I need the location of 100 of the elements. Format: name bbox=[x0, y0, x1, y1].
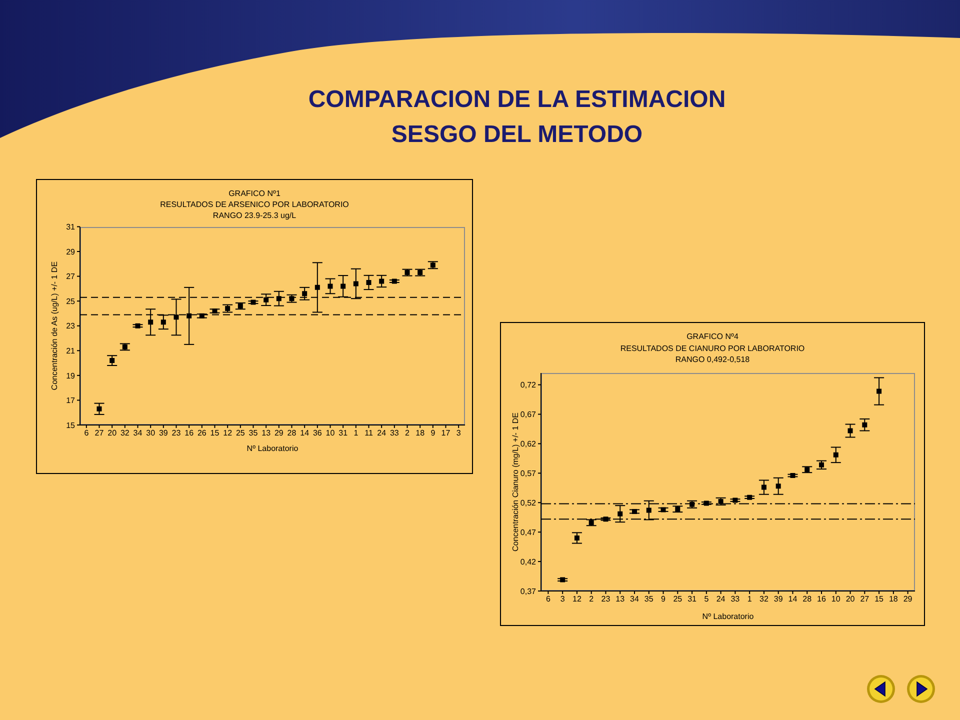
x-tick-label: 17 bbox=[441, 428, 451, 438]
point bbox=[302, 291, 308, 296]
y-tick-label: 21 bbox=[66, 346, 76, 356]
x-tick-label: 16 bbox=[817, 594, 826, 604]
x-tick-label: 33 bbox=[390, 428, 400, 438]
x-tick-label: 27 bbox=[94, 428, 104, 438]
x-tick-label: 14 bbox=[300, 428, 310, 438]
x-tick-label: 29 bbox=[903, 594, 913, 604]
x-tick-label: 18 bbox=[416, 428, 426, 438]
x-tick-label: 25 bbox=[673, 594, 683, 604]
y-tick-label: 31 bbox=[66, 222, 76, 232]
x-tick-label: 6 bbox=[84, 428, 90, 438]
point bbox=[353, 281, 358, 286]
point bbox=[186, 313, 192, 318]
x-tick-label: 39 bbox=[158, 428, 168, 438]
y-tick-label: 0,62 bbox=[520, 440, 537, 449]
x-tick-label: 32 bbox=[760, 594, 769, 604]
x-tick-label: 16 bbox=[184, 428, 194, 438]
x-tick-label: 14 bbox=[788, 594, 798, 604]
point bbox=[379, 278, 384, 284]
x-tick-label: 24 bbox=[377, 428, 387, 438]
x-tick-label: 25 bbox=[236, 428, 246, 438]
point bbox=[646, 508, 652, 513]
point bbox=[264, 297, 269, 302]
chart-title: GRAFICO Nº1 bbox=[228, 188, 280, 198]
x-tick-label: 31 bbox=[688, 594, 698, 604]
x-tick-label: 15 bbox=[874, 594, 884, 604]
point bbox=[148, 320, 154, 325]
x-tick-label: 2 bbox=[405, 428, 410, 438]
x-tick-label: 5 bbox=[704, 594, 710, 604]
y-tick-label: 0,67 bbox=[520, 410, 537, 420]
x-tick-label: 20 bbox=[846, 594, 856, 604]
point bbox=[574, 535, 580, 540]
x-tick-label: 23 bbox=[601, 594, 611, 604]
x-tick-label: 10 bbox=[326, 428, 336, 438]
y-tick-label: 17 bbox=[66, 396, 76, 406]
x-tick-label: 30 bbox=[146, 428, 156, 438]
x-tick-label: 12 bbox=[572, 594, 582, 604]
point bbox=[340, 284, 346, 289]
x-tick-label: 15 bbox=[210, 428, 220, 438]
y-tick-label: 0,57 bbox=[520, 469, 537, 478]
y-tick-label: 27 bbox=[66, 272, 76, 282]
y-tick-label: 0,42 bbox=[520, 557, 537, 566]
point bbox=[819, 462, 824, 468]
point bbox=[761, 484, 766, 490]
x-tick-label: 36 bbox=[312, 428, 322, 438]
x-tick-label: 23 bbox=[172, 428, 182, 438]
x-tick-label: 39 bbox=[774, 594, 784, 604]
x-tick-label: 3 bbox=[560, 594, 566, 604]
x-tick-label: 28 bbox=[802, 594, 812, 604]
y-tick-label: 25 bbox=[66, 296, 76, 306]
y-tick-label: 19 bbox=[66, 371, 76, 380]
x-tick-label: 24 bbox=[716, 594, 726, 604]
x-tick-label: 31 bbox=[338, 428, 348, 438]
chart-subtitle: RESULTADOS DE CIANURO POR LABORATORIO RANGO 0,492-0,518 bbox=[620, 344, 805, 364]
point bbox=[96, 406, 102, 412]
x-tick-label: 13 bbox=[616, 594, 626, 604]
x-tick-label: 27 bbox=[860, 594, 870, 604]
point bbox=[618, 511, 623, 516]
text: COMPARACION DE LA ESTIMACION SESGO DEL METODO bbox=[308, 86, 726, 148]
x-tick-label: 29 bbox=[274, 428, 284, 438]
chart-subtitle: RESULTADOS DE ARSENICO POR LABORATORIO RANGO 23.9-25.3 ug/L bbox=[160, 200, 349, 220]
point bbox=[174, 314, 179, 320]
y-tick-label: 0,52 bbox=[520, 498, 537, 508]
x-tick-label: 13 bbox=[262, 428, 272, 438]
x-tick-label: 26 bbox=[197, 428, 207, 438]
x-tick-label: 18 bbox=[888, 594, 898, 604]
x-tick-label: 10 bbox=[831, 594, 841, 604]
x-tick-label: 6 bbox=[546, 594, 551, 604]
x-tick-label: 1 bbox=[747, 594, 752, 604]
x-tick-label: 32 bbox=[120, 428, 130, 438]
x-tick-label: 34 bbox=[630, 594, 640, 604]
x-tick-label: 35 bbox=[644, 594, 654, 604]
y-tick-label: 0,37 bbox=[520, 586, 537, 596]
y-tick-label: 15 bbox=[66, 420, 76, 430]
point bbox=[276, 296, 282, 302]
point bbox=[160, 320, 166, 325]
x-tick-label: 2 bbox=[589, 594, 594, 604]
x-tick-label: 3 bbox=[456, 428, 462, 438]
chart-title: GRAFICO Nº4 bbox=[686, 332, 738, 341]
x-tick-label: 11 bbox=[364, 428, 374, 438]
point bbox=[314, 284, 320, 290]
x-tick-label: 1 bbox=[354, 428, 359, 438]
point bbox=[833, 452, 838, 458]
point bbox=[876, 388, 882, 394]
x-axis-title: Nº Laboratorio bbox=[702, 612, 754, 621]
x-tick-label: 35 bbox=[248, 428, 258, 438]
y-tick-label: 0,47 bbox=[520, 528, 537, 537]
x-axis-title: Nº Laboratorio bbox=[246, 444, 299, 453]
x-tick-label: 28 bbox=[287, 428, 297, 438]
point bbox=[848, 428, 853, 434]
x-tick-label: 20 bbox=[108, 428, 118, 438]
y-tick-label: 0,72 bbox=[520, 380, 537, 390]
point bbox=[328, 284, 333, 289]
x-tick-label: 9 bbox=[430, 428, 436, 438]
x-tick-label: 34 bbox=[133, 428, 143, 438]
y-tick-label: 23 bbox=[66, 322, 76, 331]
y-axis-title: Concentración Cianuro (mg/L) +/- 1 DE bbox=[510, 412, 520, 552]
point bbox=[862, 422, 868, 428]
x-tick-label: 12 bbox=[223, 428, 233, 438]
